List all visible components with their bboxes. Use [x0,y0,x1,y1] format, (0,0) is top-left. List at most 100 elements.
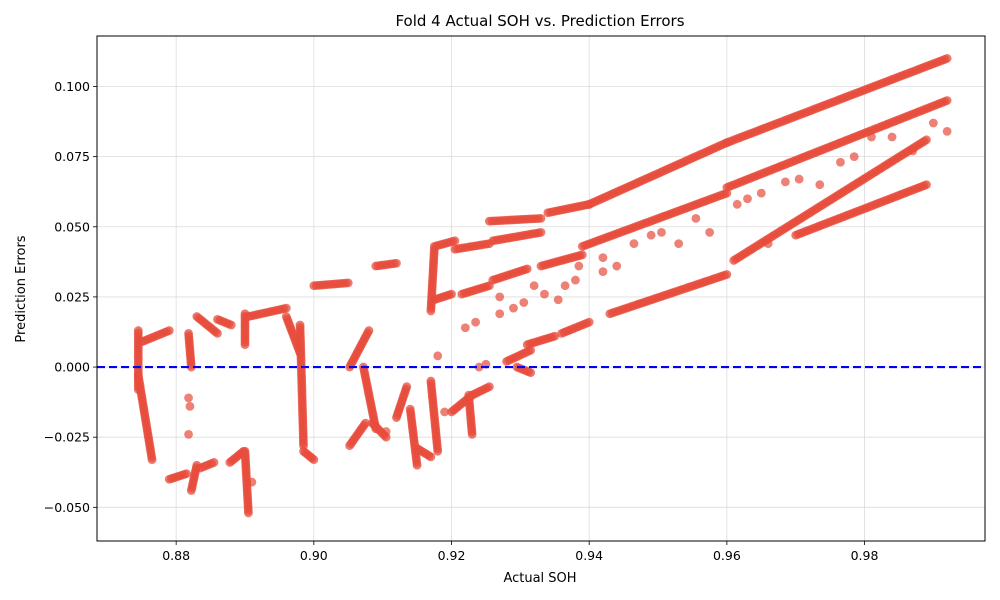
data-point [364,326,374,335]
data-point [887,132,897,142]
data-point [467,429,477,439]
data-point [536,213,546,223]
x-axis-label: Actual SOH [503,571,576,586]
y-axis-label: Prediction Errors [14,235,29,342]
data-point [133,326,143,335]
x-axis: 0.88 0.90 0.92 0.94 0.96 0.98 [162,541,878,563]
data-point [780,177,790,187]
data-point [185,401,195,411]
data-point [484,382,494,392]
data-point [381,427,391,436]
data-point [815,180,825,190]
data-point [184,429,193,439]
data-point [450,236,460,246]
data-point [522,264,532,274]
data-point [471,317,480,327]
chart-title: Fold 4 Actual SOH vs. Prediction Errors [395,12,684,30]
y-tick-label: 0.000 [54,360,90,375]
data-point [226,320,236,330]
data-point [392,258,401,268]
data-point [412,460,422,470]
data-point [584,317,594,327]
data-point [722,270,732,279]
x-tick-label: 0.90 [300,548,328,563]
data-point [433,351,443,361]
y-axis: −0.050 −0.025 0.000 0.025 0.050 0.075 0.100 [44,79,97,515]
data-point [213,328,222,338]
data-point [942,54,952,63]
data-point [922,180,931,190]
data-point [571,275,580,285]
data-point [577,250,587,260]
data-point [598,267,608,277]
data-point [240,340,250,350]
data-point [147,455,157,465]
data-point [164,326,174,335]
data-point [526,368,536,378]
data-point [867,132,876,142]
data-point [529,281,539,291]
plot-frame [96,35,986,542]
x-tick-label: 0.92 [438,548,466,563]
data-point [440,407,450,417]
data-point [186,362,196,372]
data-point [574,261,584,271]
data-point [182,469,191,479]
y-tick-label: −0.025 [44,430,90,445]
data-point [447,289,456,299]
x-tick-label: 0.98 [851,548,879,563]
data-point [509,303,518,313]
data-point [433,446,443,456]
data-point [361,418,370,428]
data-point [674,239,684,249]
y-tick-label: 0.075 [54,149,90,164]
data-point [849,152,859,162]
y-tick-label: 0.050 [54,219,90,234]
data-point [942,126,952,136]
data-point [612,261,622,271]
data-point [794,174,804,184]
data-points [133,54,952,518]
data-point [928,118,938,128]
data-point [908,146,918,156]
data-point [244,508,253,518]
x-tick-label: 0.88 [162,548,190,563]
data-point [519,298,529,307]
data-point [942,96,952,105]
data-point [732,199,742,209]
data-point [184,393,193,403]
data-point [309,455,319,465]
data-point [209,458,219,467]
data-point [743,194,752,204]
data-point [343,278,353,288]
data-point [402,382,412,392]
y-tick-label: 0.025 [54,289,90,304]
data-point [495,309,505,319]
data-point [460,323,470,333]
data-point [474,362,484,372]
data-point [836,157,845,167]
data-point [756,188,766,198]
y-tick-label: 0.100 [54,79,90,94]
data-point [629,239,639,249]
data-point [550,331,560,341]
data-point [705,227,715,237]
y-tick-label: −0.050 [44,500,90,515]
data-point [922,135,931,145]
data-point [426,452,436,462]
data-point [691,213,701,223]
data-point [281,303,291,313]
data-point [536,227,546,237]
data-point [560,281,570,291]
data-point [247,477,257,487]
data-point [646,230,656,240]
x-tick-label: 0.96 [713,548,741,563]
x-tick-label: 0.94 [575,548,603,563]
data-point [657,227,666,237]
data-point [598,253,608,263]
data-point [540,289,549,299]
data-point [495,292,505,302]
data-point [763,239,773,249]
data-point [553,295,563,305]
